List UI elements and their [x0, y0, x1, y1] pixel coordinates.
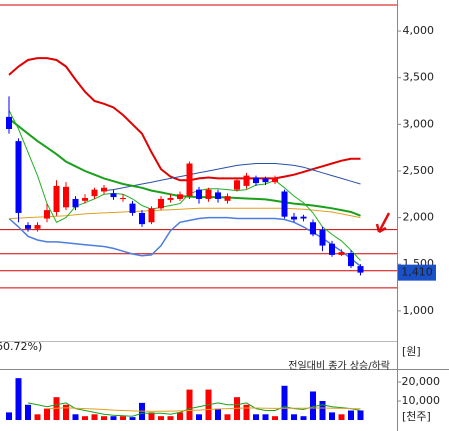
candle-body: [329, 243, 335, 255]
y-tick-label: 3,000: [403, 117, 435, 130]
candle-body: [110, 193, 117, 198]
candle-body: [243, 175, 250, 186]
candle-body: [44, 210, 50, 219]
candle-body: [357, 266, 364, 273]
candle-body: [310, 222, 316, 235]
volume-bar: [196, 414, 202, 420]
candle-body: [215, 192, 221, 199]
volume-bar: [101, 416, 107, 420]
volume-bar: [253, 414, 259, 420]
candle-body: [348, 253, 354, 267]
candle-body: [338, 252, 345, 255]
volume-bar: [120, 416, 126, 420]
candle-body: [82, 198, 88, 201]
candle-body: [253, 177, 259, 184]
candle-body: [167, 198, 174, 200]
candle-body: [158, 198, 164, 209]
candle-body: [25, 225, 31, 229]
price-marker-label: 1,410: [401, 266, 433, 279]
candle-body: [262, 178, 269, 183]
indicator-line: [46, 407, 361, 412]
volume-bar: [291, 414, 297, 420]
volume-bar: [310, 391, 316, 420]
candle-body: [129, 203, 136, 213]
volume-bar: [177, 412, 183, 420]
volume-bar: [34, 414, 41, 420]
candle-body: [101, 187, 107, 192]
indicator-line: [103, 163, 361, 192]
volume-bar: [215, 408, 221, 420]
candle-body: [139, 212, 145, 225]
candle-body: [196, 189, 202, 199]
candle-body: [148, 208, 155, 223]
candle-body: [72, 198, 79, 208]
candle-body: [186, 163, 193, 197]
volume-bar: [148, 412, 155, 420]
volume-bar: [224, 414, 231, 420]
volume-unit: [천주]: [402, 409, 431, 423]
volume-bar: [167, 416, 174, 420]
candle-body: [234, 180, 240, 190]
indicator-line: [27, 402, 361, 417]
candle-body: [120, 198, 126, 200]
candle-body: [224, 196, 231, 201]
candle-body: [34, 225, 41, 229]
volume-bar: [25, 404, 31, 420]
candle-body: [6, 116, 12, 129]
volume-bar: [281, 385, 288, 420]
candle-body: [205, 189, 212, 199]
indicator-line: [8, 57, 361, 182]
candle-body: [319, 229, 326, 246]
candle-body: [91, 189, 98, 197]
legend-note: 전일대비 종가 상승/하락: [288, 359, 390, 372]
volume-bar: [91, 414, 98, 420]
volume-bar: [243, 404, 250, 420]
candle-body: [53, 185, 60, 213]
volume-bar: [110, 416, 117, 420]
volume-bar: [300, 416, 307, 420]
y-tick-label: 2,500: [403, 164, 435, 177]
y-unit: [원]: [402, 345, 421, 358]
y-tick-label: 4,000: [403, 24, 435, 37]
note: 60.72%): [0, 340, 42, 353]
volume-bar: [72, 414, 79, 420]
volume-bar: [15, 378, 22, 420]
candle-body: [15, 141, 22, 213]
y-tick-label: 3,500: [403, 71, 435, 84]
volume-bar: [319, 400, 326, 420]
volume-bar: [357, 410, 364, 420]
y-tick-label: 2,000: [403, 211, 435, 224]
candle-body: [300, 216, 307, 219]
candle-body: [281, 191, 288, 217]
y-tick-label: 10,000: [402, 394, 441, 407]
volume-bar: [158, 416, 164, 420]
indicator-line: [8, 117, 361, 217]
y-tick-label: 20,000: [402, 375, 441, 388]
y-tick-label: 1,000: [403, 304, 435, 317]
volume-bar: [6, 412, 12, 420]
volume-bar: [129, 417, 136, 420]
indicator-line: [8, 216, 361, 267]
candle-body: [63, 186, 69, 208]
volume-bar: [262, 414, 269, 420]
volume-bar: [63, 404, 69, 420]
volume-bar: [44, 408, 50, 420]
candle-body: [291, 216, 297, 220]
volume-bar: [338, 414, 345, 420]
candle-body: [177, 194, 183, 199]
candle-body: [272, 177, 278, 183]
volume-bar: [329, 412, 335, 420]
volume-bar: [82, 416, 88, 420]
price-marker: [398, 264, 436, 281]
volume-bar: [348, 410, 354, 420]
volume-bar: [272, 416, 278, 420]
volume-bar: [186, 389, 193, 420]
indicator-line: [8, 110, 361, 261]
